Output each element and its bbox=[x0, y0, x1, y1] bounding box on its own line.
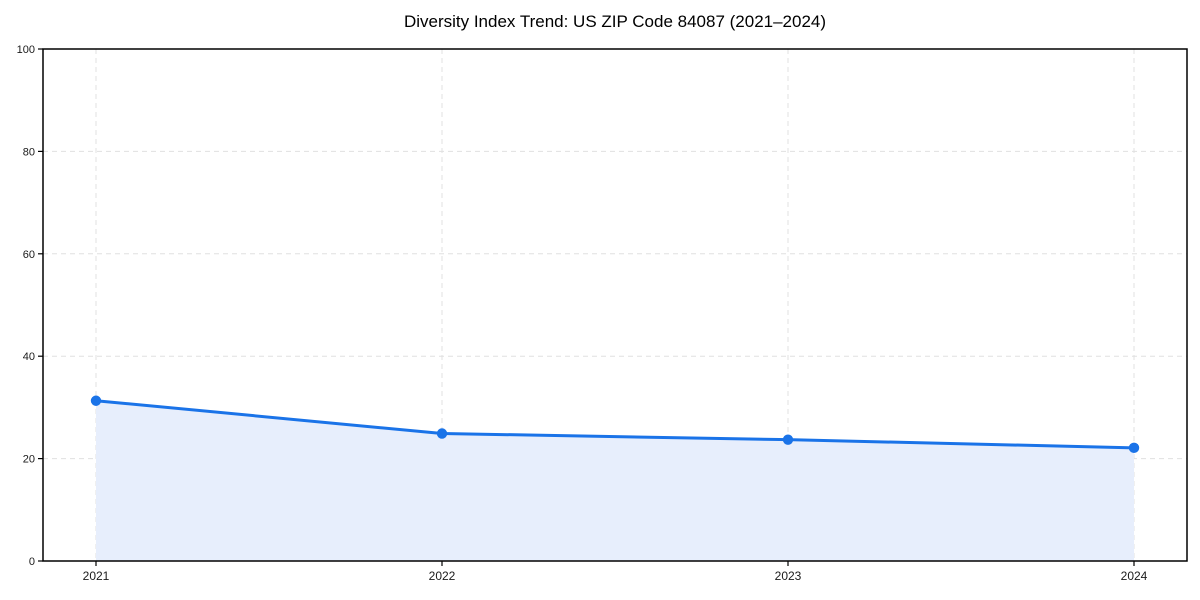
y-tick-label: 0 bbox=[29, 556, 35, 568]
y-tick-label: 80 bbox=[23, 146, 35, 158]
x-tick-label: 2023 bbox=[775, 569, 802, 583]
chart-title: Diversity Index Trend: US ZIP Code 84087… bbox=[403, 12, 827, 31]
trend-line bbox=[94, 399, 1136, 450]
y-tick-label: 60 bbox=[23, 249, 35, 261]
area-fill bbox=[96, 400, 1134, 561]
data-point-2021 bbox=[90, 395, 102, 406]
data-point-2023 bbox=[782, 434, 794, 445]
plot-border bbox=[42, 48, 1188, 562]
x-tick-label: 2024 bbox=[1121, 569, 1148, 583]
data-point-2024 bbox=[1128, 442, 1140, 454]
x-tick-label: 2022 bbox=[429, 569, 456, 583]
y-tick-label: 40 bbox=[23, 351, 35, 363]
x-tick-label: 2021 bbox=[83, 569, 110, 583]
y-tick-label: 100 bbox=[17, 44, 35, 56]
y-tick-label: 20 bbox=[23, 454, 35, 466]
data-point-2022 bbox=[436, 428, 448, 439]
